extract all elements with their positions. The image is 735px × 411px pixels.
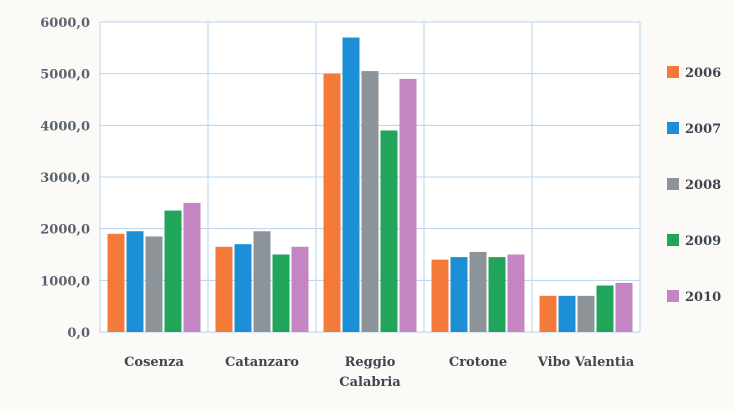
legend-label-2006: 2006 [685, 66, 721, 81]
bar-2008-reggio-calabria [361, 71, 379, 332]
legend-label-2007: 2007 [685, 122, 721, 137]
x-tick-label: Cosenza [124, 355, 184, 370]
x-tick-label: Crotone [449, 355, 507, 370]
bars [107, 37, 633, 333]
bar-2009-cosenza [164, 210, 182, 332]
legend-label-2010: 2010 [685, 290, 721, 305]
legend-swatch-2009 [667, 234, 679, 246]
bar-2010-vibo-valentia [615, 282, 633, 332]
bar-2008-crotone [469, 251, 487, 332]
y-axis-ticks: 0,0 1000,0 2000,0 3000,0 4000,0 5000,0 6000,0 [40, 16, 90, 341]
bar-2009-crotone [488, 257, 506, 332]
legend-swatch-2007 [667, 122, 679, 134]
x-tick-label: Catanzaro [225, 355, 299, 370]
y-tick-label: 6000,0 [40, 16, 90, 31]
y-tick-label: 0,0 [67, 326, 90, 341]
bar-2007-cosenza [126, 231, 144, 332]
x-tick-label: Reggio Calabria [339, 355, 401, 390]
y-tick-label: 2000,0 [40, 223, 90, 238]
legend: 2006 2007 2008 2009 2010 [667, 66, 721, 305]
bar-2009-catanzaro [272, 254, 290, 332]
bar-2006-crotone [431, 259, 449, 332]
x-tick-label: Vibo Valentia [537, 355, 635, 370]
bar-2007-reggio-calabria [342, 37, 360, 332]
bar-2006-catanzaro [215, 246, 233, 332]
bar-2007-catanzaro [234, 244, 252, 332]
bar-2008-cosenza [145, 236, 163, 332]
x-axis-ticks: Cosenza Catanzaro Reggio Calabria Crotone Vib… [124, 355, 635, 390]
y-tick-label: 3000,0 [40, 171, 90, 186]
y-tick-label: 4000,0 [40, 119, 90, 134]
bar-2010-catanzaro [291, 246, 309, 332]
bar-2006-cosenza [107, 233, 125, 332]
bar-2010-cosenza [183, 202, 201, 332]
y-tick-label: 5000,0 [40, 68, 90, 83]
legend-swatch-2006 [667, 66, 679, 78]
legend-swatch-2008 [667, 178, 679, 190]
bar-2006-reggio-calabria [323, 73, 341, 333]
y-tick-label: 1000,0 [40, 274, 90, 289]
bar-2007-vibo-valentia [558, 295, 576, 332]
legend-label-2009: 2009 [685, 234, 721, 249]
legend-label-2008: 2008 [685, 178, 721, 193]
bar-2009-vibo-valentia [596, 285, 614, 332]
bar-2007-crotone [450, 257, 468, 332]
legend-swatch-2010 [667, 290, 679, 302]
bar-2009-reggio-calabria [380, 130, 398, 332]
bar-2008-catanzaro [253, 231, 271, 332]
bar-2010-reggio-calabria [399, 78, 417, 332]
bar-2006-vibo-valentia [539, 295, 557, 332]
bar-2010-crotone [507, 254, 525, 332]
bar-2008-vibo-valentia [577, 295, 595, 332]
